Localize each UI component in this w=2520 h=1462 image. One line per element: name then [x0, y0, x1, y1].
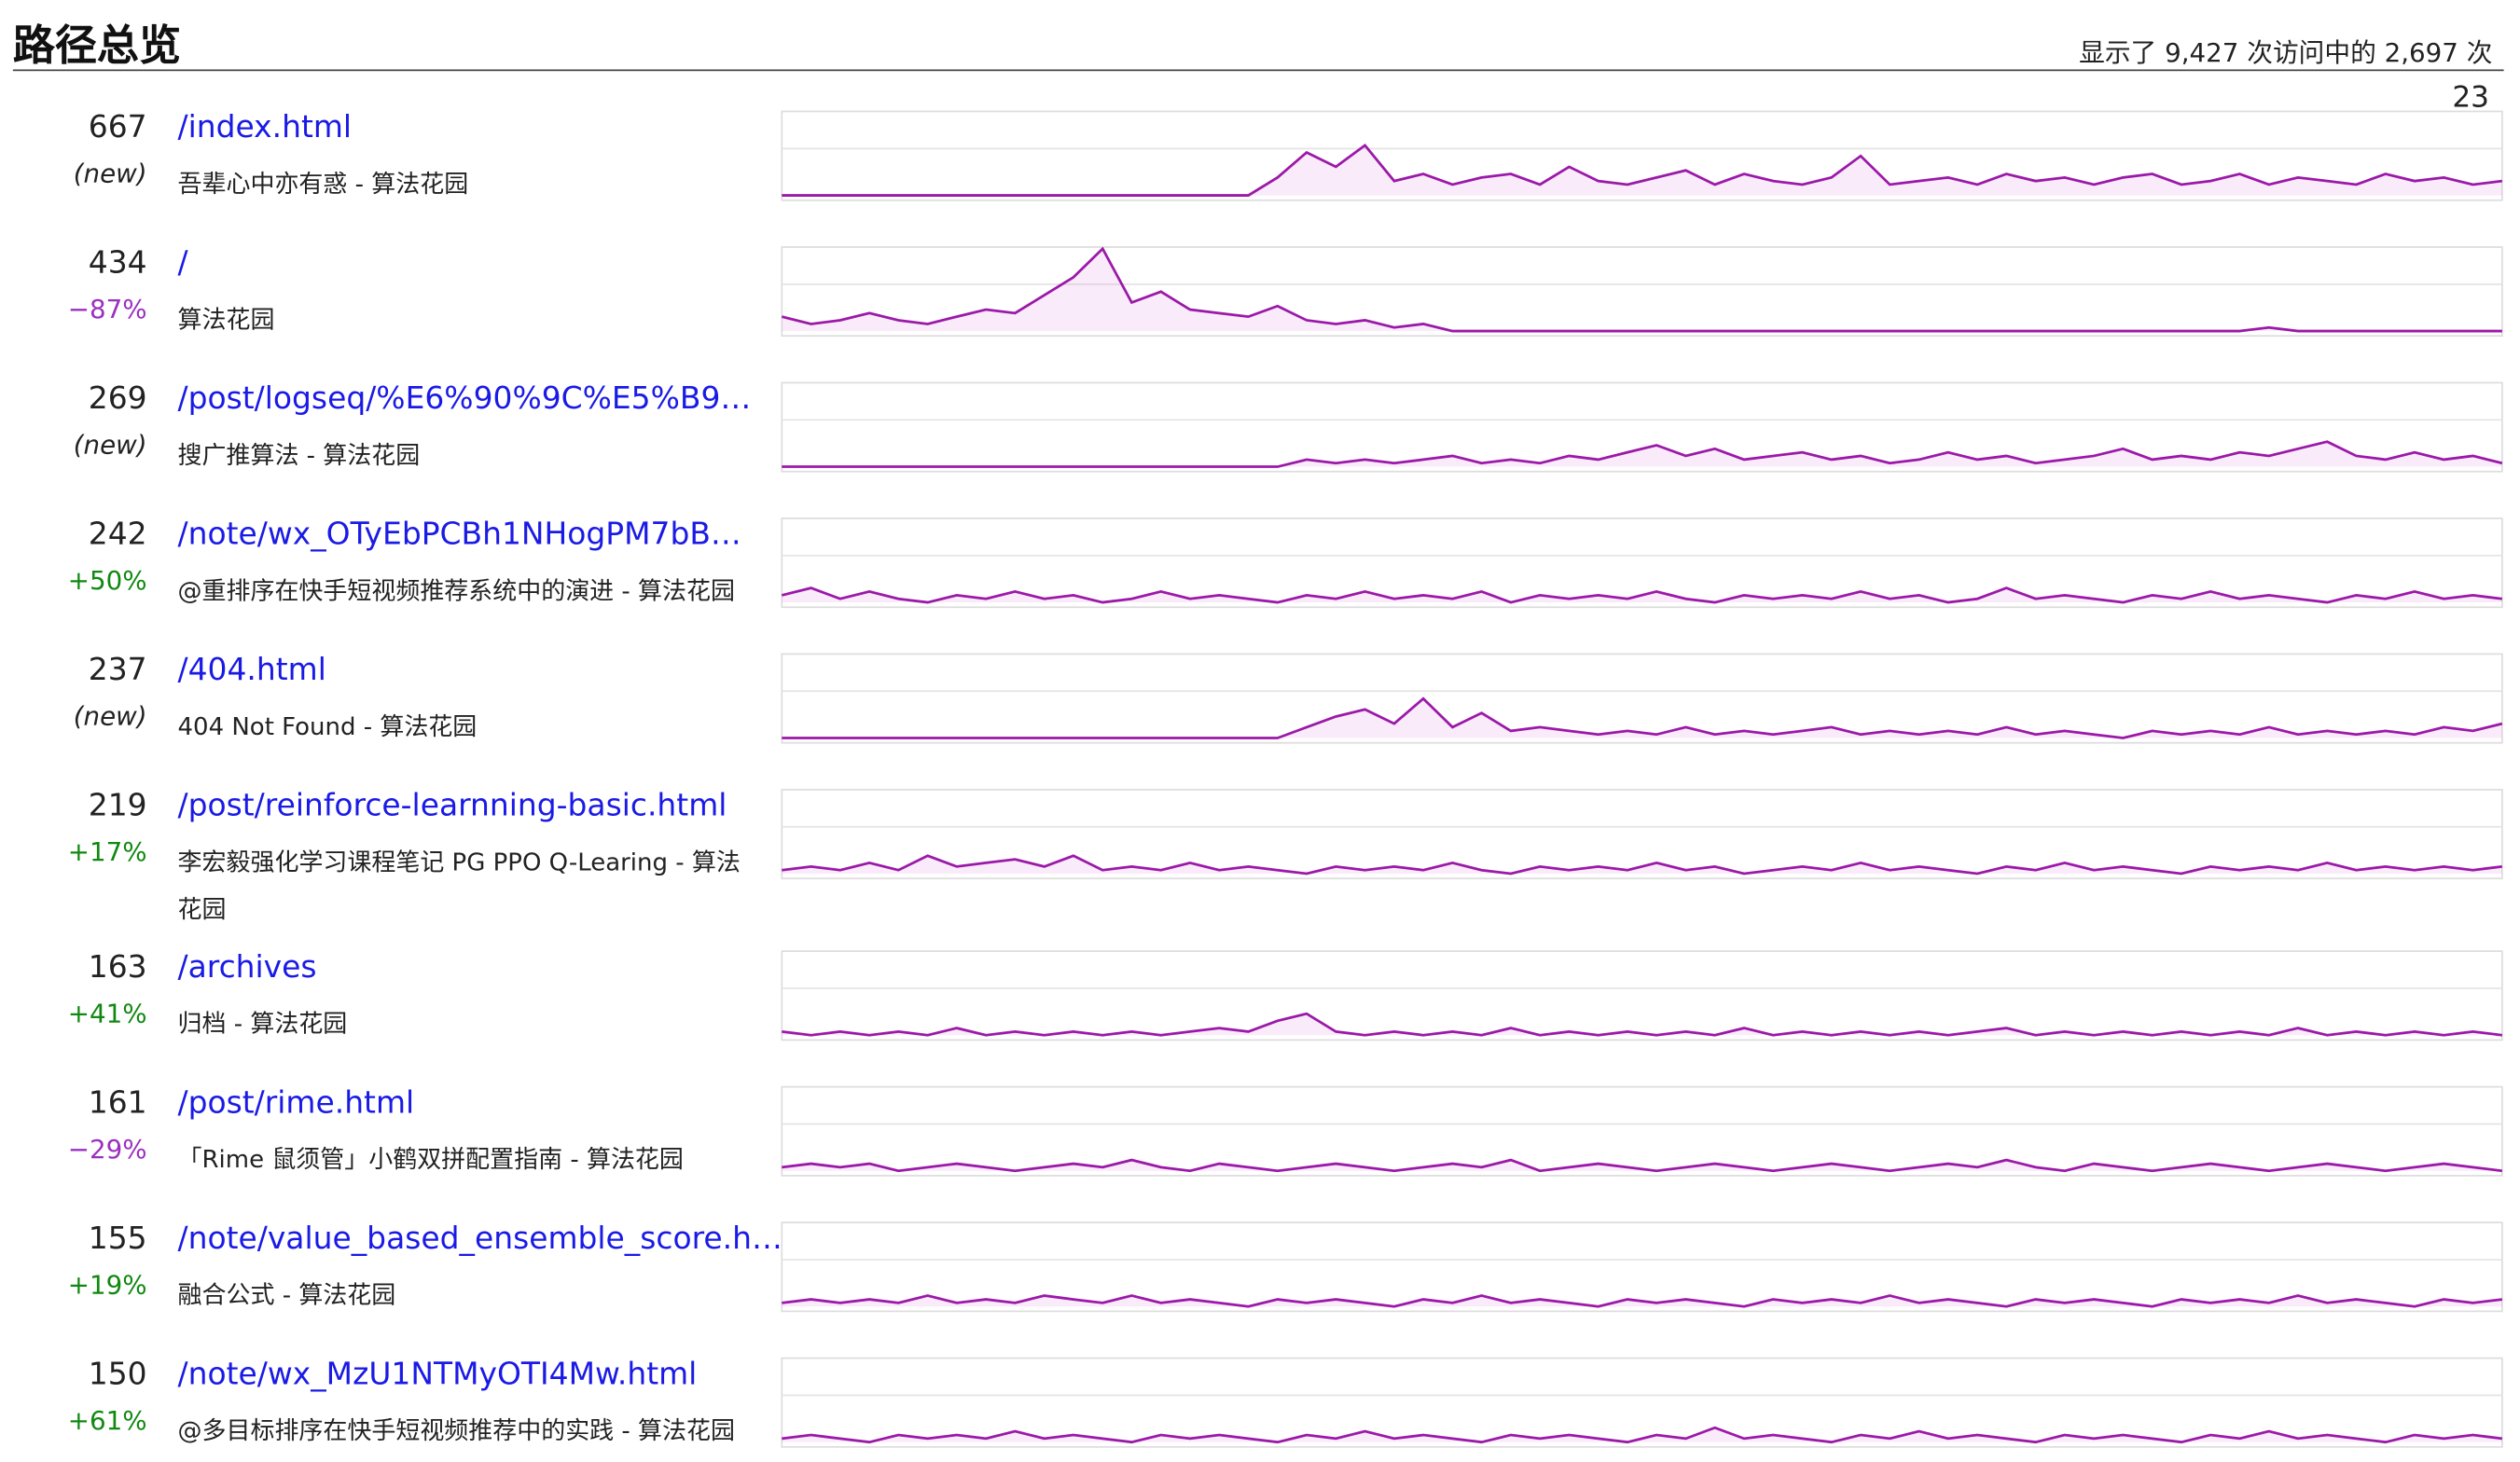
chart-frame — [781, 653, 2503, 744]
sparkline-area — [782, 248, 2502, 332]
visit-count: 434 — [88, 245, 147, 282]
change: (new) — [73, 158, 147, 189]
scale-max: 23 — [2452, 80, 2490, 115]
page-title-text: 「Rime 鼠须管」小鹤双拼配置指南 - 算法花园 — [177, 1144, 684, 1175]
change: (new) — [73, 429, 147, 461]
path-link[interactable]: /post/rime.html — [177, 1084, 415, 1122]
divider — [12, 69, 2504, 72]
chart-frame — [781, 1357, 2503, 1448]
sparkline-chart — [781, 950, 2503, 1041]
chart-frame — [781, 950, 2503, 1041]
path-link[interactable]: /post/logseq/%E6%90%9C%E5%B9… — [177, 380, 752, 417]
visit-count: 269 — [88, 380, 147, 417]
chart-frame — [781, 1221, 2503, 1313]
sparkline — [782, 1294, 2503, 1308]
chart-frame — [781, 110, 2503, 201]
page-title-text: 归档 - 算法花园 — [177, 1009, 348, 1039]
visit-count: 242 — [88, 517, 147, 553]
path-link[interactable]: /note/wx_OTyEbPCBh1NHogPM7bB… — [177, 517, 741, 553]
change: −87% — [67, 294, 147, 325]
sparkline-chart — [781, 1221, 2503, 1313]
path-link[interactable]: /note/value_based_ensemble_score.h… — [177, 1221, 782, 1257]
change: (new) — [73, 700, 147, 732]
page-title-text: @多目标排序在快手短视频推荐中的实践 - 算法花园 — [177, 1415, 735, 1446]
path-link[interactable]: /post/reinforce-learnning-basic.html — [177, 788, 727, 824]
sparkline-area — [782, 441, 2502, 467]
visit-count: 163 — [88, 949, 147, 986]
page-title-text: 搜广推算法 - 算法花园 — [177, 440, 421, 471]
visit-count: 667 — [88, 109, 147, 145]
path-link[interactable]: / — [177, 245, 188, 282]
chart-frame — [781, 1085, 2503, 1177]
sparkline-area — [782, 698, 2502, 738]
sparkline — [782, 854, 2503, 876]
path-link[interactable]: /index.html — [177, 109, 353, 145]
path-link[interactable]: /archives — [177, 949, 317, 986]
page-title-text: 404 Not Found - 算法花园 — [177, 711, 478, 741]
path-link[interactable]: /note/wx_MzU1NTMyOTI4Mw.html — [177, 1356, 698, 1392]
sparkline-chart — [781, 653, 2503, 744]
sparkline-chart — [781, 246, 2503, 338]
sparkline-chart — [781, 381, 2503, 473]
change: +19% — [67, 1269, 147, 1301]
sparkline-area — [782, 145, 2502, 196]
sparkline — [782, 697, 2503, 739]
page-title-text: 吾辈心中亦有惑 - 算法花园 — [177, 169, 469, 200]
sparkline-chart — [781, 789, 2503, 880]
change: −29% — [67, 1133, 147, 1165]
visit-count: 161 — [88, 1084, 147, 1122]
chart-frame — [781, 246, 2503, 338]
chart-frame — [781, 381, 2503, 473]
change: +17% — [67, 836, 147, 868]
change: +50% — [67, 565, 147, 597]
visit-count: 219 — [88, 788, 147, 824]
sparkline — [782, 1158, 2503, 1173]
sparkline-area — [782, 1160, 2502, 1171]
change: +41% — [67, 998, 147, 1029]
chart-frame — [781, 789, 2503, 880]
change: +61% — [67, 1404, 147, 1436]
sparkline — [781, 586, 2503, 604]
page-title-text: 算法花园 — [177, 305, 275, 335]
page-title-text: 李宏毅强化学习课程笔记 PG PPO Q-Learing - 算法花园 — [177, 848, 741, 924]
visit-count: 155 — [88, 1221, 147, 1257]
summary: 显示了 9,427 次访问中的 2,697 次 — [2079, 36, 2493, 68]
sparkline — [782, 143, 2503, 197]
sparkline-area — [782, 1295, 2502, 1307]
sparkline-chart — [781, 517, 2503, 609]
sparkline — [782, 1012, 2503, 1037]
chart-frame — [781, 517, 2503, 609]
sparkline — [782, 440, 2503, 468]
path-link[interactable]: /404.html — [177, 652, 326, 688]
page-title: 路径总览 — [12, 22, 182, 72]
sparkline-chart — [781, 1357, 2503, 1448]
page-title-text: 融合公式 - 算法花园 — [177, 1280, 396, 1310]
sparkline-chart — [781, 110, 2503, 201]
sparkline — [781, 246, 2502, 333]
visit-count: 237 — [88, 652, 147, 688]
page-title-text: @重排序在快手短视频推荐系统中的演进 - 算法花园 — [177, 576, 735, 606]
sparkline — [782, 1426, 2503, 1444]
sparkline-chart — [781, 1085, 2503, 1177]
sparkline-area — [782, 1428, 2502, 1442]
visit-count: 150 — [88, 1356, 147, 1392]
